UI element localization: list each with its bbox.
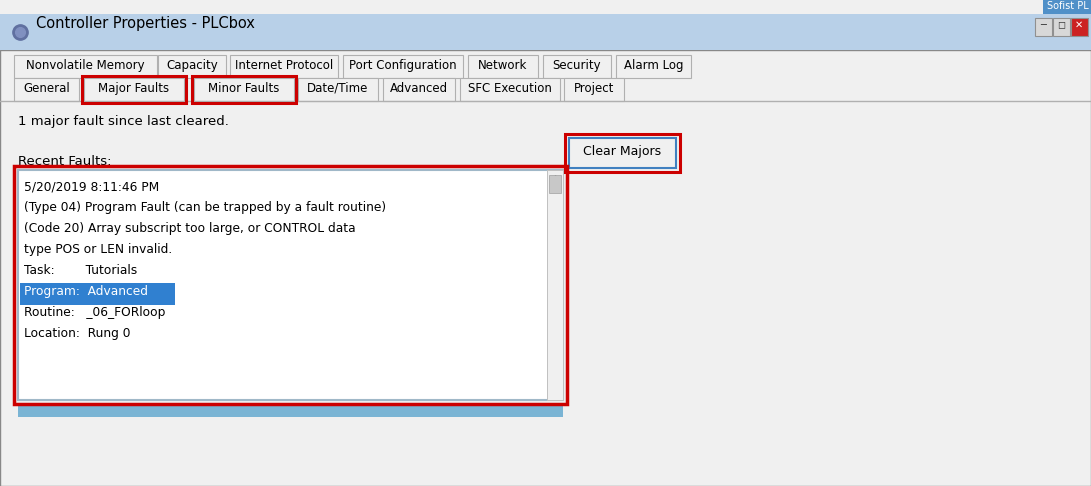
Bar <box>20 283 175 305</box>
Bar <box>543 55 611 78</box>
Bar <box>460 78 560 101</box>
Bar <box>1035 18 1052 36</box>
Bar <box>1071 18 1088 36</box>
Text: Date/Time: Date/Time <box>308 82 369 95</box>
Text: Capacity: Capacity <box>166 59 218 72</box>
Text: Port Configuration: Port Configuration <box>349 59 457 72</box>
Text: Internet Protocol: Internet Protocol <box>235 59 333 72</box>
Bar <box>0 50 1091 486</box>
Text: Project: Project <box>574 82 614 95</box>
Bar <box>298 78 377 101</box>
Text: 5/20/2019 8:11:46 PM: 5/20/2019 8:11:46 PM <box>24 180 159 193</box>
Text: Routine:   _06_FORloop: Routine: _06_FORloop <box>24 306 166 319</box>
Bar <box>468 55 538 78</box>
Bar <box>14 78 79 101</box>
Text: ✕: ✕ <box>1075 20 1083 30</box>
Bar <box>194 78 293 101</box>
Text: Security: Security <box>553 59 601 72</box>
Text: ◻: ◻ <box>1057 20 1065 30</box>
Bar <box>0 14 1091 50</box>
Text: Location:  Rung 0: Location: Rung 0 <box>24 327 131 340</box>
Text: Clear Majors: Clear Majors <box>584 145 661 158</box>
Bar <box>1043 0 1091 14</box>
Text: (Code 20) Array subscript too large, or CONTROL data: (Code 20) Array subscript too large, or … <box>24 222 356 235</box>
Text: Alarm Log: Alarm Log <box>624 59 683 72</box>
Bar <box>383 78 455 101</box>
Bar <box>158 55 226 78</box>
Bar <box>616 55 691 78</box>
Bar <box>343 55 463 78</box>
Text: Nonvolatile Memory: Nonvolatile Memory <box>26 59 145 72</box>
Text: type POS or LEN invalid.: type POS or LEN invalid. <box>24 243 172 256</box>
Text: 1 major fault since last cleared.: 1 major fault since last cleared. <box>17 115 229 128</box>
Bar <box>1053 18 1070 36</box>
Text: Advanced: Advanced <box>389 82 448 95</box>
Text: ∧: ∧ <box>551 173 559 183</box>
Text: Minor Faults: Minor Faults <box>208 82 279 95</box>
Text: Task:        Tutorials: Task: Tutorials <box>24 264 137 277</box>
Text: Major Faults: Major Faults <box>98 82 169 95</box>
Text: Recent Faults:: Recent Faults: <box>17 155 111 168</box>
Text: Sofist PL: Sofist PL <box>1047 1 1089 11</box>
Text: Controller Properties - PLCbox: Controller Properties - PLCbox <box>36 16 255 31</box>
Bar <box>565 134 680 172</box>
Bar <box>17 405 563 417</box>
Bar <box>549 175 561 193</box>
Bar <box>547 170 563 400</box>
Bar <box>84 78 184 101</box>
Text: Network: Network <box>478 59 528 72</box>
Bar <box>14 166 567 404</box>
Bar <box>17 170 563 400</box>
Text: (Type 04) Program Fault (can be trapped by a fault routine): (Type 04) Program Fault (can be trapped … <box>24 201 386 214</box>
Bar <box>192 76 296 103</box>
Text: General: General <box>23 82 70 95</box>
Bar <box>82 76 185 103</box>
Text: Program:  Advanced: Program: Advanced <box>24 285 148 298</box>
Text: SFC Execution: SFC Execution <box>468 82 552 95</box>
Bar <box>14 55 157 78</box>
Bar <box>570 138 676 168</box>
Text: ─: ─ <box>1040 20 1046 30</box>
Bar <box>564 78 624 101</box>
Bar <box>230 55 338 78</box>
